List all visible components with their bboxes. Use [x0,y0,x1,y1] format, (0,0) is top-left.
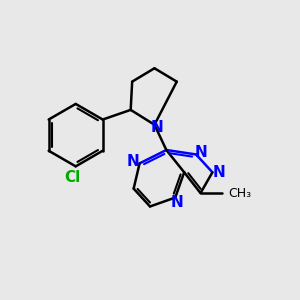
Text: N: N [213,165,225,180]
Text: N: N [195,145,208,160]
Text: Cl: Cl [64,170,80,185]
Text: N: N [127,154,140,169]
Text: N: N [170,195,183,210]
Text: N: N [151,120,164,135]
Text: CH₃: CH₃ [229,187,252,200]
